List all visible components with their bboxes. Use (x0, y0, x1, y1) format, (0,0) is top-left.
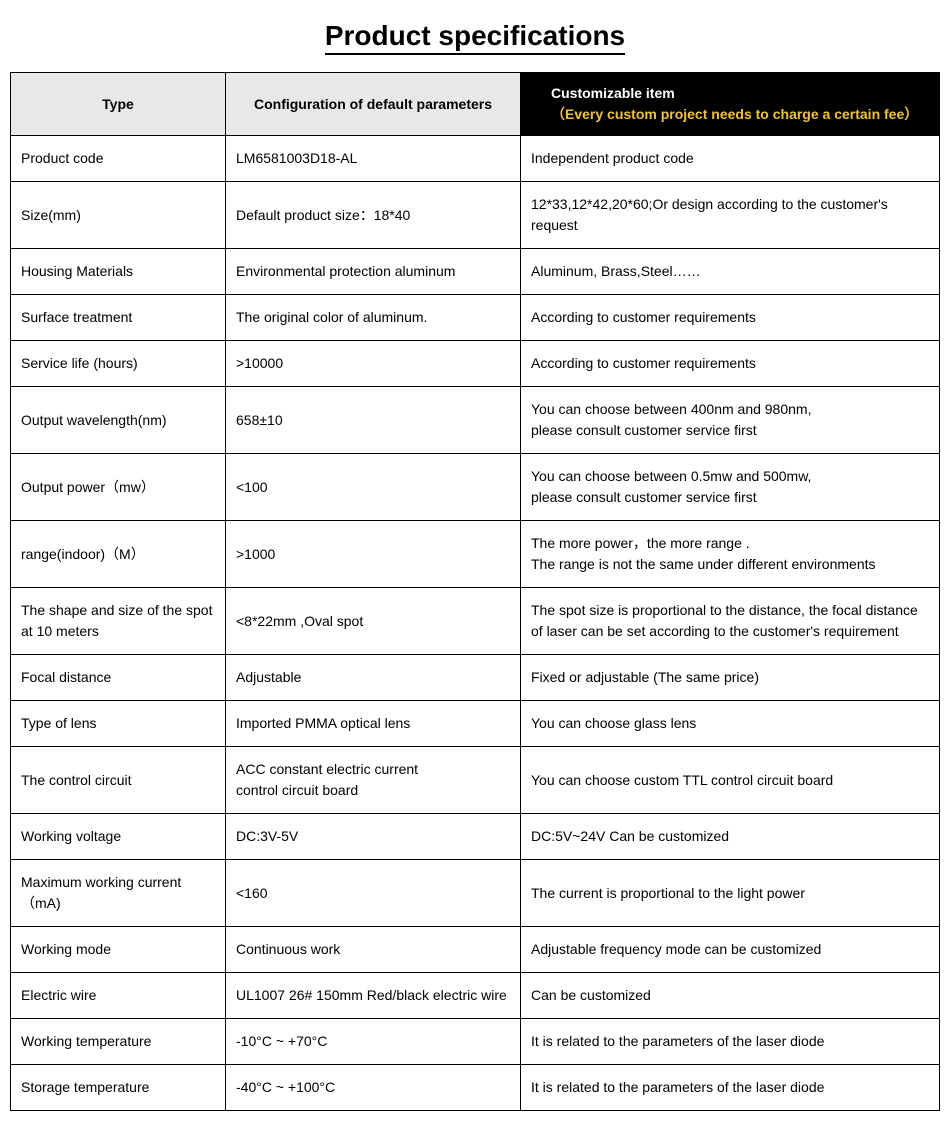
cell-type: The control circuit (11, 747, 226, 814)
cell-custom: Can be customized (521, 973, 940, 1019)
page-title-text: Product specifications (325, 20, 625, 55)
cell-default: -40°C ~ +100°C (226, 1065, 521, 1111)
cell-custom: You can choose between 0.5mw and 500mw, … (521, 454, 940, 521)
cell-default: Environmental protection aluminum (226, 249, 521, 295)
cell-custom: The current is proportional to the light… (521, 860, 940, 927)
cell-default: LM6581003D18-AL (226, 136, 521, 182)
cell-custom: 12*33,12*42,20*60;Or design according to… (521, 182, 940, 249)
cell-default: <8*22mm ,Oval spot (226, 588, 521, 655)
cell-type: Product code (11, 136, 226, 182)
cell-custom: Aluminum, Brass,Steel…… (521, 249, 940, 295)
table-row: Storage temperature-40°C ~ +100°CIt is r… (11, 1065, 940, 1111)
table-row: Type of lensImported PMMA optical lensYo… (11, 701, 940, 747)
cell-default: Imported PMMA optical lens (226, 701, 521, 747)
cell-type: Storage temperature (11, 1065, 226, 1111)
cell-custom: You can choose between 400nm and 980nm, … (521, 387, 940, 454)
cell-custom: According to customer requirements (521, 295, 940, 341)
header-default: Configuration of default parameters (226, 73, 521, 136)
cell-default: Adjustable (226, 655, 521, 701)
cell-default: DC:3V-5V (226, 814, 521, 860)
cell-default: Continuous work (226, 927, 521, 973)
header-custom: Customizable item （Every custom project … (521, 73, 940, 136)
cell-custom: Adjustable frequency mode can be customi… (521, 927, 940, 973)
table-row: The control circuitACC constant electric… (11, 747, 940, 814)
cell-type: Working voltage (11, 814, 226, 860)
cell-default: -10°C ~ +70°C (226, 1019, 521, 1065)
cell-default: Default product size：18*40 (226, 182, 521, 249)
cell-type: Type of lens (11, 701, 226, 747)
header-custom-sub: （Every custom project needs to charge a … (551, 104, 931, 125)
cell-custom: Independent product code (521, 136, 940, 182)
cell-type: Output wavelength(nm) (11, 387, 226, 454)
cell-type: Focal distance (11, 655, 226, 701)
cell-default: 658±10 (226, 387, 521, 454)
table-row: Housing MaterialsEnvironmental protectio… (11, 249, 940, 295)
cell-custom: You can choose custom TTL control circui… (521, 747, 940, 814)
table-row: Product codeLM6581003D18-ALIndependent p… (11, 136, 940, 182)
cell-custom: DC:5V~24V Can be customized (521, 814, 940, 860)
spec-table: Type Configuration of default parameters… (10, 72, 940, 1111)
table-row: range(indoor)（M）>1000The more power，the … (11, 521, 940, 588)
table-row: Working voltageDC:3V-5VDC:5V~24V Can be … (11, 814, 940, 860)
cell-custom: You can choose glass lens (521, 701, 940, 747)
table-header-row: Type Configuration of default parameters… (11, 73, 940, 136)
table-row: Electric wireUL1007 26# 150mm Red/black … (11, 973, 940, 1019)
table-row: Output power（mw）<100You can choose betwe… (11, 454, 940, 521)
cell-type: Service life (hours) (11, 341, 226, 387)
header-type: Type (11, 73, 226, 136)
cell-type: Size(mm) (11, 182, 226, 249)
page-title: Product specifications (10, 20, 940, 52)
cell-default: <100 (226, 454, 521, 521)
table-row: The shape and size of the spot at 10 met… (11, 588, 940, 655)
cell-default: >1000 (226, 521, 521, 588)
table-row: Focal distanceAdjustableFixed or adjusta… (11, 655, 940, 701)
cell-custom: According to customer requirements (521, 341, 940, 387)
cell-default: <160 (226, 860, 521, 927)
cell-custom: The more power，the more range . The rang… (521, 521, 940, 588)
cell-type: Working mode (11, 927, 226, 973)
cell-type: Output power（mw） (11, 454, 226, 521)
table-row: Working temperature-10°C ~ +70°CIt is re… (11, 1019, 940, 1065)
cell-type: Housing Materials (11, 249, 226, 295)
table-row: Service life (hours)>10000According to c… (11, 341, 940, 387)
cell-custom: The spot size is proportional to the dis… (521, 588, 940, 655)
cell-type: Maximum working current（mA) (11, 860, 226, 927)
cell-type: Surface treatment (11, 295, 226, 341)
header-custom-main: Customizable item (551, 85, 675, 101)
cell-type: range(indoor)（M） (11, 521, 226, 588)
cell-default: ACC constant electric current control ci… (226, 747, 521, 814)
cell-default: >10000 (226, 341, 521, 387)
cell-type: Electric wire (11, 973, 226, 1019)
cell-custom: It is related to the parameters of the l… (521, 1065, 940, 1111)
table-row: Size(mm)Default product size：18*4012*33,… (11, 182, 940, 249)
table-row: Working modeContinuous workAdjustable fr… (11, 927, 940, 973)
cell-custom: Fixed or adjustable (The same price) (521, 655, 940, 701)
table-body: Product codeLM6581003D18-ALIndependent p… (11, 136, 940, 1111)
cell-custom: It is related to the parameters of the l… (521, 1019, 940, 1065)
table-row: Surface treatmentThe original color of a… (11, 295, 940, 341)
table-row: Maximum working current（mA)<160The curre… (11, 860, 940, 927)
cell-type: The shape and size of the spot at 10 met… (11, 588, 226, 655)
cell-type: Working temperature (11, 1019, 226, 1065)
table-row: Output wavelength(nm)658±10You can choos… (11, 387, 940, 454)
cell-default: UL1007 26# 150mm Red/black electric wire (226, 973, 521, 1019)
cell-default: The original color of aluminum. (226, 295, 521, 341)
